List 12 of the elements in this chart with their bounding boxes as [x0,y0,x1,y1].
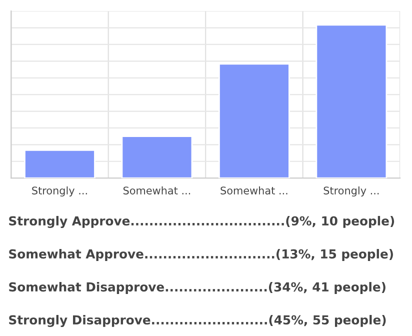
x-tick-label: Strongly ... [32,186,87,196]
text: Strongly Approve.................................(9%, 10 people) [9,216,394,228]
x-tick-label: Strongly ... [324,186,379,196]
x-tick-label: Somewhat ... [123,186,190,194]
x-tick-label: Somewhat ... [220,186,288,194]
bar [121,136,193,178]
bar [24,150,96,178]
bar [316,24,388,178]
text: Strongly Disapprove.........................(45%, 55 people) [9,314,386,328]
text: Somewhat Disapprove......................(34%, 41 people) [9,282,386,294]
bar [218,63,290,178]
text: Somewhat Approve............................(13%, 15 people) [9,249,393,261]
